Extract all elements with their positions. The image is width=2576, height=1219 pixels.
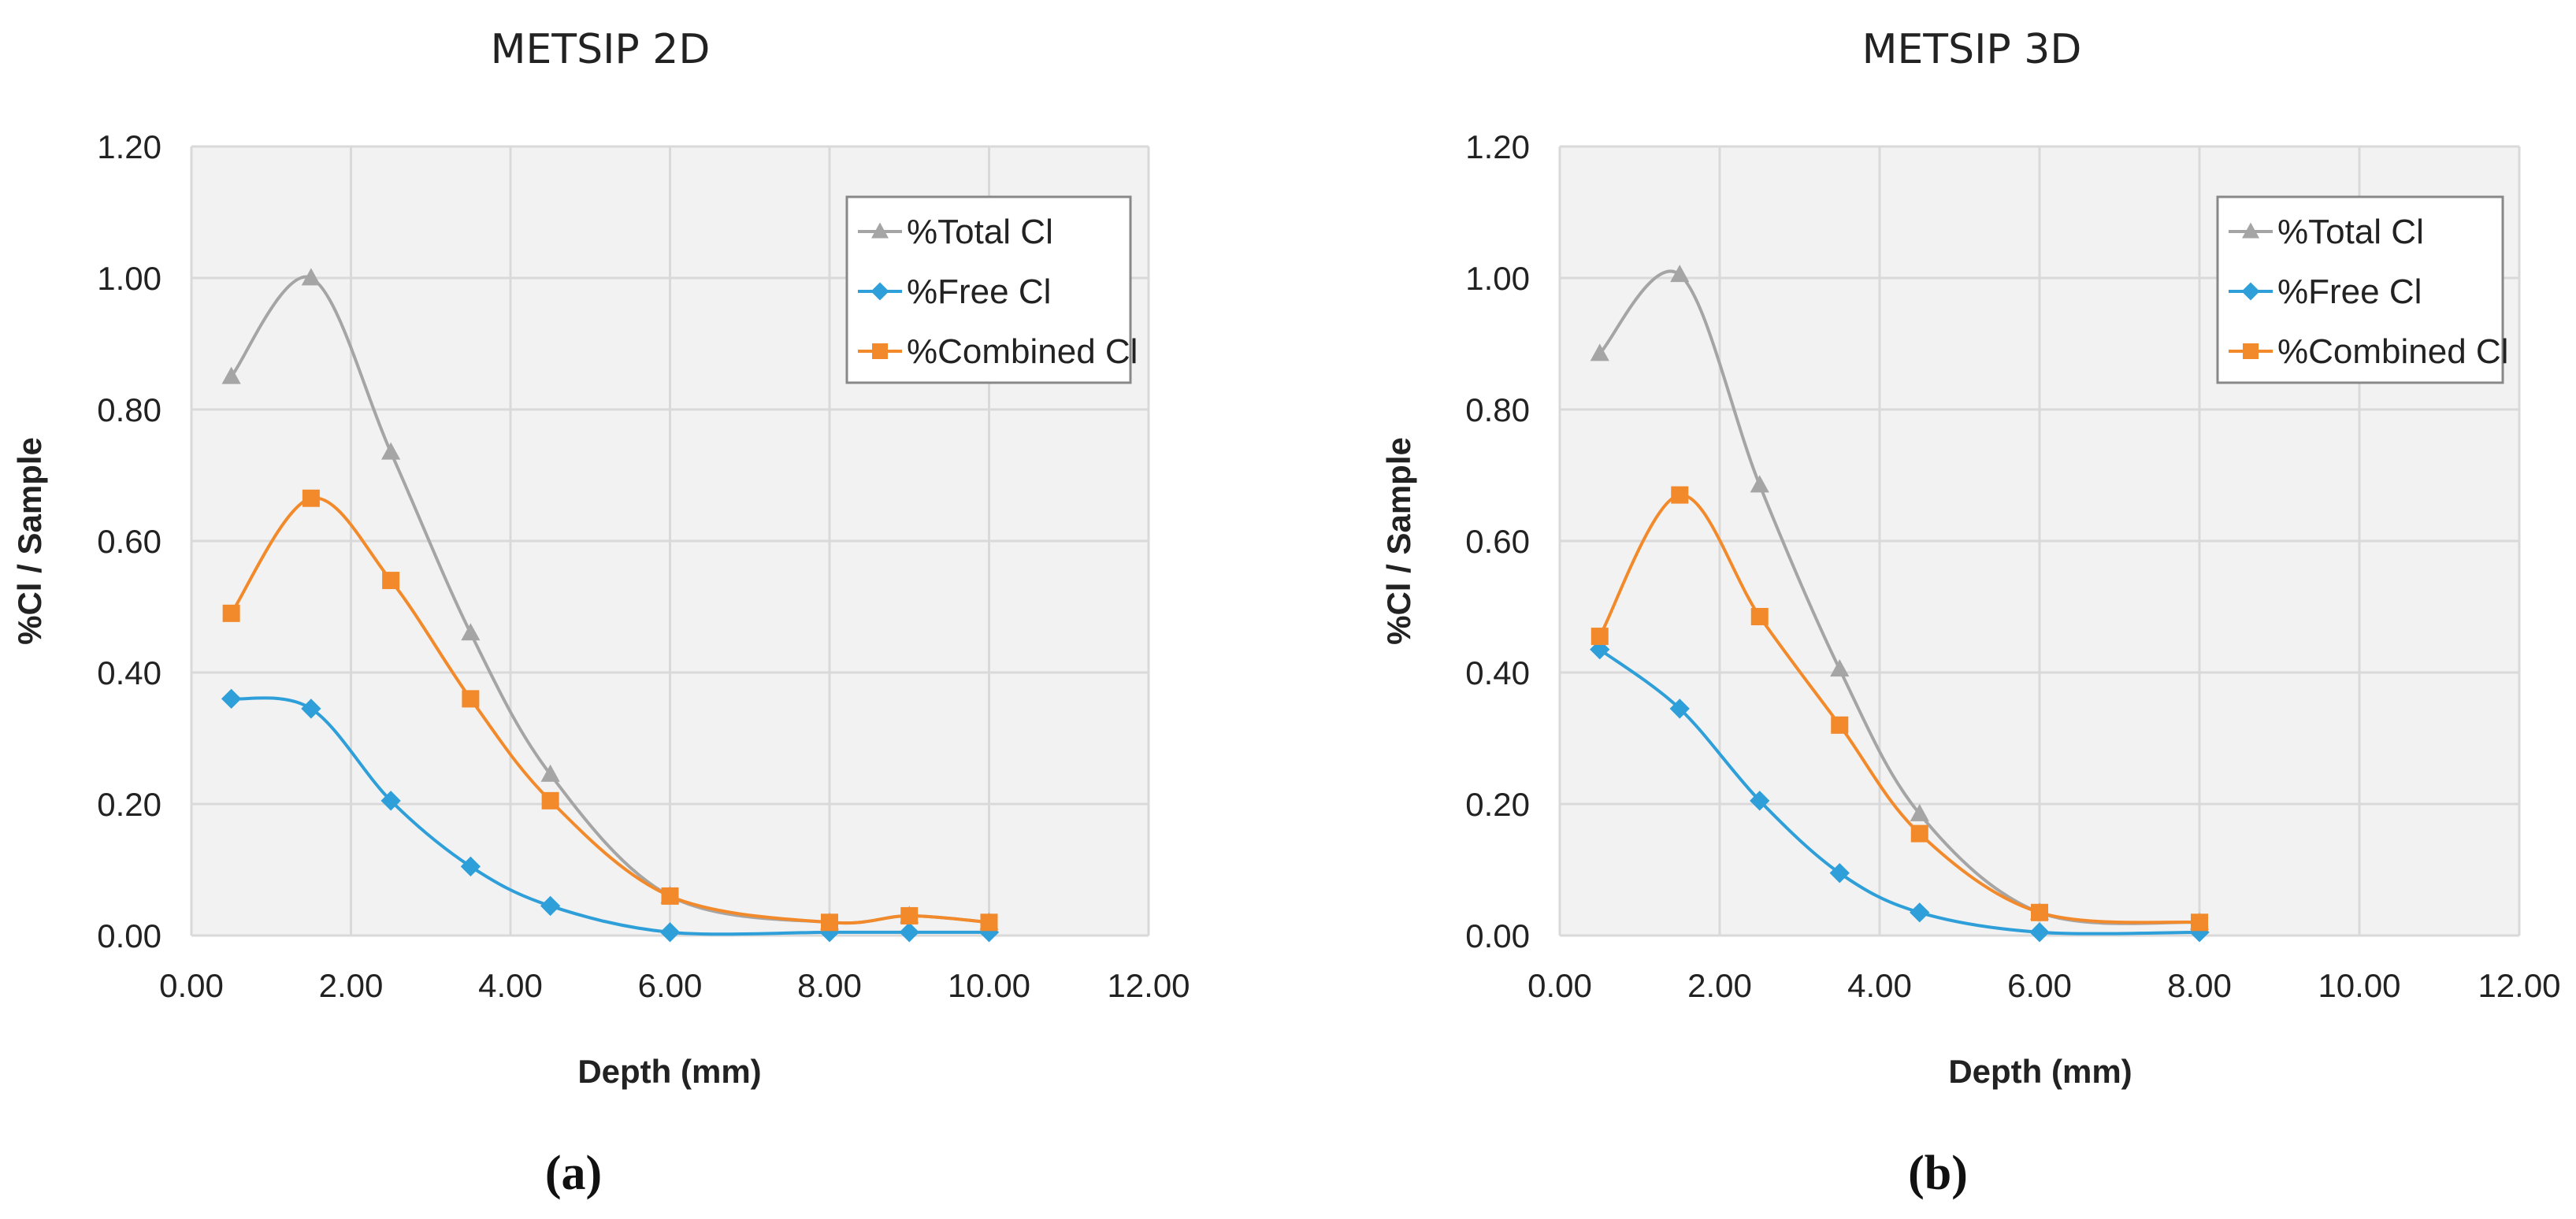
legend-marker-combined — [872, 343, 888, 359]
data-point-combined — [382, 572, 400, 590]
data-point-total — [381, 442, 401, 460]
x-tick-label: 8.00 — [797, 967, 862, 1004]
y-tick-label: 0.80 — [97, 391, 161, 428]
data-point-free — [1910, 902, 1930, 923]
data-point-free — [301, 698, 321, 719]
data-point-total — [461, 623, 481, 641]
x-tick-label: 6.00 — [638, 967, 703, 1004]
data-point-combined — [462, 690, 480, 708]
data-point-combined — [222, 604, 240, 622]
data-point-total — [1910, 803, 1929, 821]
data-point-free — [380, 791, 401, 811]
y-tick-label: 1.00 — [1465, 260, 1530, 297]
y-tick-label: 1.20 — [1465, 128, 1530, 165]
data-point-combined — [1591, 628, 1609, 646]
y-tick-label: 0.20 — [97, 786, 161, 823]
panel-label: (a) — [545, 1147, 602, 1200]
data-point-combined — [980, 913, 998, 932]
data-point-combined — [2031, 903, 2048, 921]
y-tick-label: 0.80 — [1465, 391, 1530, 428]
panel-label: (b) — [1908, 1147, 1968, 1200]
data-point-combined — [821, 913, 838, 932]
data-point-combined — [1831, 716, 1849, 734]
legend-label-combined: %Combined Cl — [907, 332, 1138, 371]
series-combined — [1591, 486, 2208, 932]
x-tick-label: 4.00 — [478, 967, 543, 1004]
data-point-total — [301, 268, 321, 286]
legend-marker-free — [870, 282, 889, 301]
x-tick-label: 6.00 — [2007, 967, 2072, 1004]
data-point-combined — [661, 887, 679, 905]
data-point-free — [1829, 863, 1850, 884]
data-point-total — [1590, 343, 1609, 361]
data-point-combined — [900, 906, 919, 924]
legend-label-free: %Free Cl — [907, 272, 1051, 311]
panel-a: METSIP 2D 0.00 2.00 4.00 6.00 8.00 10.00 12.00 0… — [11, 26, 1190, 1200]
x-tick-label: 0.00 — [1527, 967, 1592, 1004]
data-point-free — [899, 922, 919, 943]
data-point-total — [1830, 659, 1850, 677]
data-point-free — [221, 688, 242, 710]
panel-b: METSIP 3D 0.00 2.00 4.00 6.00 8.00 10.00 12.00 0… — [1380, 26, 2561, 1200]
y-axis-label: %Cl / Sample — [1380, 437, 1417, 645]
legend: %Total Cl %Free Cl %Combined Cl — [2216, 195, 2508, 384]
x-axis-label: Depth (mm) — [577, 1053, 761, 1090]
x-tick-label: 10.00 — [2318, 967, 2400, 1004]
y-tick-label: 0.40 — [97, 654, 161, 691]
data-point-free — [1669, 698, 1690, 719]
legend-label-combined: %Combined Cl — [2277, 332, 2508, 371]
data-point-free — [659, 922, 681, 943]
data-point-free — [540, 895, 561, 917]
chart-title: METSIP 3D — [1862, 26, 2082, 73]
x-tick-label: 12.00 — [2478, 967, 2560, 1004]
legend: %Total Cl %Free Cl %Combined Cl — [845, 195, 1138, 384]
y-tick-label: 1.00 — [97, 260, 161, 297]
x-tick-label: 12.00 — [1107, 967, 1190, 1004]
y-tick-label: 0.40 — [1465, 654, 1530, 691]
legend-marker-combined — [2243, 343, 2259, 359]
x-tick-label: 4.00 — [1847, 967, 1912, 1004]
data-point-combined — [1671, 486, 1689, 504]
data-point-free — [2029, 922, 2050, 943]
data-point-combined — [541, 791, 559, 810]
x-tick-label: 2.00 — [319, 967, 384, 1004]
x-tick-label: 10.00 — [948, 967, 1030, 1004]
data-point-combined — [302, 489, 320, 507]
data-point-combined — [2191, 913, 2208, 932]
legend-label-total: %Total Cl — [907, 213, 1053, 251]
data-point-total — [1750, 475, 1769, 493]
y-tick-label: 0.00 — [97, 917, 161, 954]
legend-marker-free — [2241, 282, 2260, 301]
y-tick-label: 1.20 — [97, 128, 161, 165]
data-point-combined — [1910, 824, 1928, 843]
x-tick-label: 8.00 — [2167, 967, 2232, 1004]
data-point-combined — [1750, 608, 1769, 626]
legend-label-free: %Free Cl — [2277, 272, 2422, 311]
y-tick-label: 0.60 — [97, 523, 161, 560]
x-tick-label: 2.00 — [1687, 967, 1752, 1004]
data-point-free — [1750, 791, 1770, 811]
data-point-total — [1670, 265, 1690, 283]
y-tick-label: 0.20 — [1465, 786, 1530, 823]
legend-marker-total — [871, 222, 889, 239]
chart-title: METSIP 2D — [491, 26, 711, 73]
data-point-total — [540, 764, 560, 782]
y-tick-label: 0.60 — [1465, 523, 1530, 560]
x-axis-label: Depth (mm) — [1948, 1053, 2132, 1090]
series-combined — [222, 489, 998, 932]
x-tick-label: 0.00 — [159, 967, 224, 1004]
legend-marker-total — [2242, 222, 2259, 239]
data-point-total — [221, 366, 241, 384]
legend-label-total: %Total Cl — [2277, 213, 2424, 251]
data-point-free — [460, 856, 481, 876]
y-axis-label: %Cl / Sample — [11, 437, 48, 645]
y-tick-label: 0.00 — [1465, 917, 1530, 954]
